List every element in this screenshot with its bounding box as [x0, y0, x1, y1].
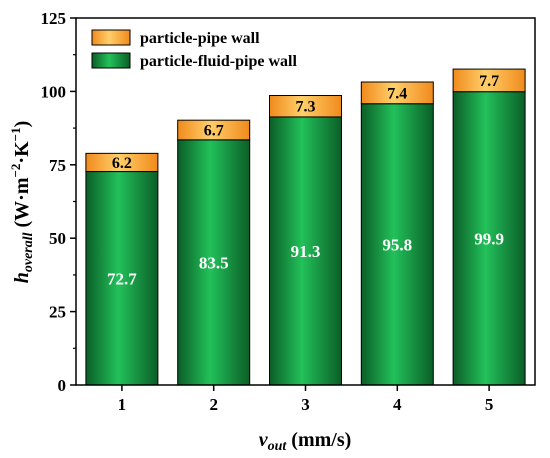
bar-particle-pipe-wall-2	[177, 119, 251, 141]
data-label-particle-pipe-wall-1: 6.2	[112, 155, 132, 172]
y-axis: 0 25 50 75 100 125	[41, 9, 76, 395]
y-tick-label-75: 75	[49, 156, 66, 175]
bar-particle-pipe-wall-3	[269, 95, 342, 118]
x-axis-title-sub: out	[268, 439, 288, 454]
legend: particle-pipe wall particle-fluid-pipe w…	[91, 29, 297, 70]
y-axis-title-end: )	[11, 121, 33, 128]
y-axis-title-sub: overall	[21, 232, 36, 272]
bar-particle-fluid-pipe-wall-1	[85, 171, 159, 386]
x-tick-label-1: 1	[118, 395, 127, 414]
bar-particle-pipe-wall-5	[452, 68, 526, 93]
y-tick-label-25: 25	[49, 303, 66, 322]
y-axis-title-rest: (W·m	[11, 177, 33, 232]
y-axis-title-mid: ·K	[11, 141, 33, 164]
x-axis-title-rest: (mm/s)	[286, 429, 351, 451]
data-label-particle-pipe-wall-2: 6.7	[204, 123, 224, 140]
x-tick-label-4: 4	[393, 395, 402, 414]
y-tick-label-100: 100	[41, 82, 67, 101]
data-label-particle-fluid-pipe-wall-3: 91.3	[291, 242, 321, 261]
data-label-particle-fluid-pipe-wall-4: 95.8	[382, 235, 412, 254]
bar-particle-fluid-pipe-wall-5	[452, 91, 526, 386]
y-axis-title-sup2: −1	[8, 127, 23, 141]
y-tick-label-0: 0	[58, 376, 67, 395]
data-labels-layer: 72.7 6.2 83.5 6.7 91.3 7.3 95.8 7.4 99.9 7.7	[107, 73, 504, 288]
y-axis-title: hoverall (W·m−2·K−1)	[8, 121, 36, 284]
y-tick-label-125: 125	[41, 9, 67, 28]
y-tick-label-50: 50	[49, 229, 66, 248]
data-label-particle-fluid-pipe-wall-1: 72.7	[107, 269, 137, 288]
data-label-particle-pipe-wall-4: 7.4	[387, 85, 407, 102]
y-axis-title-sup1: −2	[8, 164, 23, 178]
x-tick-label-5: 5	[485, 395, 494, 414]
legend-label-particle-pipe-wall: particle-pipe wall	[140, 30, 260, 47]
y-axis-title-main: h	[11, 272, 33, 283]
x-tick-label-3: 3	[301, 395, 310, 414]
bars-layer	[85, 68, 526, 386]
data-label-particle-fluid-pipe-wall-5: 99.9	[474, 229, 504, 248]
data-label-particle-fluid-pipe-wall-2: 83.5	[199, 253, 229, 272]
legend-swatch-particle-fluid-pipe-wall	[91, 52, 131, 69]
x-axis-title: vout (mm/s)	[259, 429, 352, 454]
x-tick-label-2: 2	[209, 395, 218, 414]
legend-swatch-particle-pipe-wall	[91, 29, 131, 46]
x-axis: 1 2 3 4 5	[118, 385, 494, 414]
data-label-particle-pipe-wall-3: 7.3	[296, 99, 316, 116]
x-axis-title-main: v	[259, 429, 269, 451]
bar-particle-pipe-wall-4	[360, 81, 434, 105]
data-label-particle-pipe-wall-5: 7.7	[479, 73, 499, 90]
bar-particle-pipe-wall-1	[85, 152, 159, 173]
legend-label-particle-fluid-pipe-wall: particle-fluid-pipe wall	[140, 53, 297, 70]
bar-particle-fluid-pipe-wall-3	[269, 116, 342, 386]
